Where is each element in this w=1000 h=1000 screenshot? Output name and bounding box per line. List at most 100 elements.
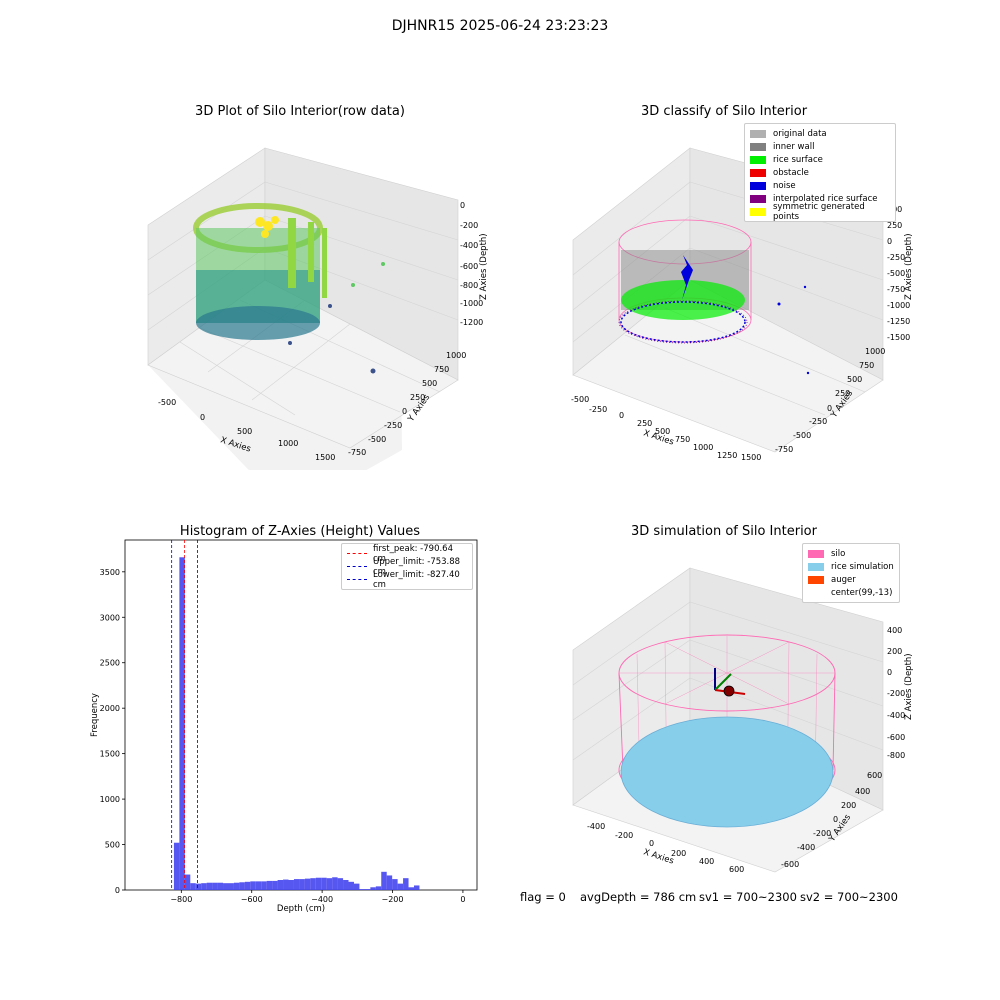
histogram-bar bbox=[195, 883, 202, 890]
y-tick-label: 3000 bbox=[100, 613, 120, 622]
legend-entry: noise bbox=[750, 179, 890, 192]
panel2-legend: original data inner wall rice surface obsta… bbox=[744, 123, 896, 222]
svg-text:200: 200 bbox=[841, 801, 856, 810]
svg-text:-500: -500 bbox=[887, 269, 905, 278]
histogram-bar bbox=[386, 875, 393, 890]
legend-entry: original data bbox=[750, 127, 890, 140]
svg-text:-250: -250 bbox=[589, 405, 607, 414]
svg-text:-750: -750 bbox=[348, 448, 366, 457]
legend-swatch bbox=[808, 589, 824, 597]
histogram-bar bbox=[223, 883, 229, 890]
svg-text:500: 500 bbox=[422, 379, 437, 388]
legend-swatch bbox=[750, 168, 766, 177]
histogram-bar bbox=[250, 881, 256, 890]
legend-swatch bbox=[750, 181, 766, 190]
histogram-bar bbox=[343, 880, 349, 890]
legend-label: obstacle bbox=[773, 167, 809, 178]
y-tick-label: 3500 bbox=[100, 568, 120, 577]
svg-text:0: 0 bbox=[887, 237, 892, 246]
histogram-bar bbox=[413, 885, 420, 890]
svg-text:1000: 1000 bbox=[446, 351, 466, 360]
svg-text:400: 400 bbox=[887, 626, 902, 635]
svg-text:0: 0 bbox=[649, 839, 654, 848]
legend-entry: interpolated rice surface bbox=[750, 192, 890, 205]
svg-text:-250: -250 bbox=[887, 253, 905, 262]
histogram-bar bbox=[370, 887, 376, 890]
svg-text:0: 0 bbox=[402, 407, 407, 416]
histogram-bar bbox=[206, 882, 213, 890]
legend-label: interpolated rice surface bbox=[773, 193, 878, 204]
panel3-legend: first_peak: -790.64 cm Upper_limit: -753.… bbox=[341, 543, 473, 590]
svg-text:250: 250 bbox=[637, 419, 652, 428]
histogram-bar bbox=[272, 880, 278, 890]
histogram-bar bbox=[397, 883, 404, 890]
svg-text:-750: -750 bbox=[887, 285, 905, 294]
legend-label: rice simulation bbox=[831, 561, 894, 572]
legend-entry: rice surface bbox=[750, 153, 890, 166]
panel4-title: 3D simulation of Silo Interior bbox=[631, 524, 817, 539]
histogram-bar bbox=[288, 880, 294, 890]
x-tick-label: −400 bbox=[311, 895, 333, 904]
legend-label: rice surface bbox=[773, 154, 823, 165]
svg-text:-600: -600 bbox=[887, 733, 905, 742]
histogram-bar bbox=[392, 879, 398, 890]
histogram-bar bbox=[310, 878, 316, 890]
status-sv1: sv1 = 700~2300 bbox=[699, 890, 797, 904]
legend-entry: inner wall bbox=[750, 140, 890, 153]
panel2-title: 3D classify of Silo Interior bbox=[640, 104, 808, 119]
svg-text:-500: -500 bbox=[158, 398, 176, 407]
histogram-bar bbox=[403, 878, 409, 890]
histogram-bar bbox=[212, 882, 218, 890]
status-sv2: sv2 = 700~2300 bbox=[800, 890, 898, 904]
svg-text:500: 500 bbox=[655, 427, 670, 436]
status-avg-depth: avgDepth = 786 cm bbox=[580, 890, 697, 904]
histogram-bar bbox=[293, 879, 300, 890]
legend-swatch bbox=[750, 155, 766, 164]
histogram-bar bbox=[326, 878, 333, 890]
histogram-bar bbox=[408, 887, 414, 890]
histogram-bar bbox=[337, 878, 344, 890]
legend-label: first_peak: -790.64 cm bbox=[373, 543, 453, 564]
histogram-bar bbox=[173, 842, 180, 890]
histogram-bar bbox=[321, 877, 327, 890]
svg-text:-400: -400 bbox=[887, 711, 905, 720]
histogram-bar bbox=[283, 879, 289, 890]
legend-swatch bbox=[808, 549, 824, 558]
svg-text:1250: 1250 bbox=[717, 451, 737, 460]
histogram-bar bbox=[375, 886, 382, 890]
histogram-bar bbox=[266, 880, 273, 890]
legend-entry: Upper_limit: -753.88 cm bbox=[347, 557, 467, 577]
panel4-legend: silo rice simulation auger center(99,-13) bbox=[802, 543, 900, 603]
legend-label: noise bbox=[773, 180, 796, 191]
svg-text:-200: -200 bbox=[887, 689, 905, 698]
y-tick-label: 1500 bbox=[100, 750, 120, 759]
svg-text:-200: -200 bbox=[615, 831, 633, 840]
legend-swatch bbox=[808, 575, 824, 584]
svg-text:1000: 1000 bbox=[865, 347, 885, 356]
svg-text:-250: -250 bbox=[384, 421, 402, 430]
histogram-bar bbox=[233, 882, 240, 890]
svg-text:1000: 1000 bbox=[278, 439, 298, 448]
svg-text:-500: -500 bbox=[368, 435, 386, 444]
svg-text:0: 0 bbox=[833, 815, 838, 824]
histogram-xlabel: Depth (cm) bbox=[277, 904, 325, 914]
svg-text:-750: -750 bbox=[775, 445, 793, 454]
legend-entry: rice simulation bbox=[808, 560, 894, 573]
svg-text:250: 250 bbox=[887, 221, 902, 230]
svg-text:1000: 1000 bbox=[693, 443, 713, 452]
svg-text:Z Axies (Depth): Z Axies (Depth) bbox=[904, 653, 914, 720]
svg-text:500: 500 bbox=[237, 427, 252, 436]
svg-text:-500: -500 bbox=[793, 431, 811, 440]
histogram-chart: −800 −600 −400 −200 0 0 500 1000 1500 2000 2500 30… bbox=[90, 539, 478, 914]
y-tick-label: 500 bbox=[105, 841, 120, 850]
histogram-bar bbox=[315, 877, 322, 890]
legend-entry: center(99,-13) bbox=[808, 586, 894, 599]
legend-swatch bbox=[750, 194, 766, 203]
legend-entry: silo bbox=[808, 547, 894, 560]
svg-text:-600: -600 bbox=[781, 860, 799, 869]
svg-text:-400: -400 bbox=[587, 822, 605, 831]
histogram-bar bbox=[359, 889, 365, 890]
legend-label: silo bbox=[831, 548, 846, 559]
svg-text:750: 750 bbox=[434, 365, 449, 374]
